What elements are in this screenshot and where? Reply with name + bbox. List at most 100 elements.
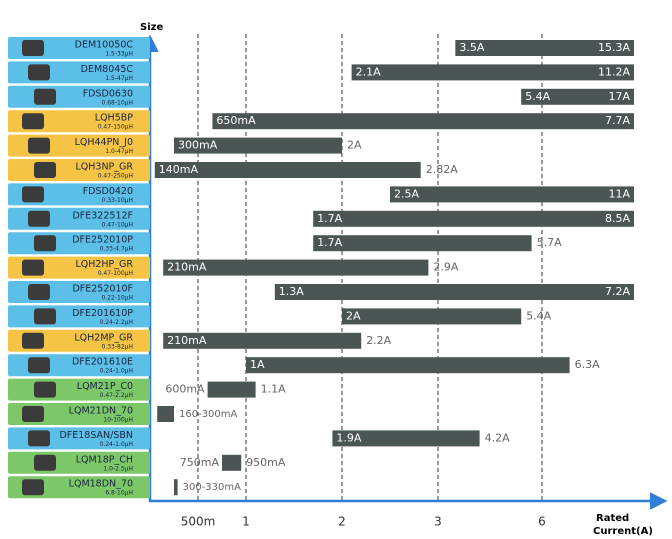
range-bar <box>212 113 634 130</box>
product-name: LQM21P_C0 <box>77 381 133 392</box>
value-label: 2A <box>347 139 362 152</box>
inductance: 0.33-10µH <box>102 197 134 204</box>
product-name: DFE252010P <box>72 235 133 246</box>
range-bar <box>246 357 570 374</box>
value-label: 4.2A <box>485 431 510 444</box>
product-name: LQH2HP_GR <box>75 259 133 270</box>
value-label: 2.82A <box>426 163 458 176</box>
inductance: 6.8-10µH <box>105 490 133 497</box>
range-bar <box>163 259 429 276</box>
product-name: LQH5BP <box>95 113 133 124</box>
value-label: 1.7A <box>317 212 342 225</box>
value-label: 600mA <box>165 383 205 396</box>
value-label: 750mA <box>180 456 220 469</box>
product-icon <box>28 64 50 81</box>
value-label: 2.2A <box>366 334 391 347</box>
inductance: 0.47-2.2µH <box>100 392 133 399</box>
inductance: 1.0-2.5µH <box>103 465 133 472</box>
inductance: 10-100µH <box>103 417 133 424</box>
value-label: 210mA <box>167 334 207 347</box>
product-icon <box>22 332 44 349</box>
value-label: 6.3A <box>575 358 600 371</box>
product-name: DFE252010F <box>72 284 133 295</box>
product-name: DFE201610P <box>72 308 133 319</box>
product-name: LQH2MP_GR <box>74 332 133 343</box>
product-icon <box>28 357 50 374</box>
inductance: 1.5-47µH <box>105 75 133 82</box>
y-axis-label: Size <box>140 22 163 33</box>
value-label: 8.5A <box>605 212 630 225</box>
value-label: 950mA <box>246 456 286 469</box>
range-bar <box>154 162 421 178</box>
inductance: 1.5-33µH <box>105 51 133 58</box>
product-name: DFE18SAN/SBN <box>59 430 133 441</box>
value-label: 7.2A <box>605 285 630 298</box>
range-label: 160-300mA <box>179 409 238 420</box>
range-bar <box>455 40 634 56</box>
inductance: 0.24-1.0µH <box>100 441 133 448</box>
product-icon <box>22 186 44 203</box>
inductance: 1.0-47µH <box>105 148 133 155</box>
product-icon <box>34 162 56 178</box>
range-bar <box>174 479 178 496</box>
product-name: LQH44PN_J0 <box>75 137 133 148</box>
product-icon <box>22 113 44 130</box>
product-name: DFE322512F <box>72 210 133 221</box>
product-icon <box>34 381 56 398</box>
range-bar <box>521 88 634 105</box>
value-label: 2.9A <box>433 261 458 274</box>
value-label: 11.2A <box>598 65 630 78</box>
product-name: DFE201610E <box>72 357 133 368</box>
product-name: FDSD0420 <box>83 186 133 197</box>
range-bar <box>342 308 522 325</box>
value-label: 11A <box>608 187 630 200</box>
x-tick-label: 3 <box>434 515 442 529</box>
product-icon <box>22 406 44 422</box>
inductance: 0.68-10µH <box>102 99 134 106</box>
value-label: 1.1A <box>261 383 286 396</box>
range-bar <box>390 186 634 203</box>
x-axis-label: Rated Current(A) <box>593 513 653 537</box>
value-label: 140mA <box>159 163 199 176</box>
product-name: DEM10050C <box>75 40 134 51</box>
product-icon <box>34 308 56 325</box>
range-bar <box>174 137 342 154</box>
value-label: 15.3A <box>598 41 630 54</box>
inductance: 0.47-250µH <box>98 173 133 180</box>
inductance: 0.24-1.0µH <box>100 368 133 375</box>
range-bar <box>313 210 634 227</box>
x-tick-label: 6 <box>538 515 546 529</box>
range-bar <box>313 235 532 252</box>
value-label: 7.7A <box>605 114 630 127</box>
inductance: 0.33-4.7µH <box>100 246 133 253</box>
product-icon <box>28 430 50 447</box>
range-bar <box>274 284 634 300</box>
value-label: 1.7A <box>317 236 342 249</box>
range-bar <box>222 454 242 471</box>
product-name: LQM18DN_70 <box>69 479 133 490</box>
value-label: 5.4A <box>526 309 551 322</box>
x-tick-label: 1 <box>242 515 250 529</box>
product-name: LQM21DN_70 <box>69 406 133 417</box>
value-label: 2.5A <box>394 187 419 200</box>
product-icon <box>28 137 50 154</box>
product-name: DEM8045C <box>81 64 134 75</box>
value-label: 1.3A <box>279 285 304 298</box>
product-icon <box>34 235 56 252</box>
product-name: FDSD0630 <box>83 88 133 99</box>
product-icon <box>28 210 50 227</box>
value-label: 1A <box>250 358 265 371</box>
value-label: 2A <box>346 309 361 322</box>
product-icon <box>28 284 50 300</box>
product-icon <box>22 259 44 276</box>
value-label: 5.7A <box>537 236 562 249</box>
range-bar <box>351 64 634 81</box>
value-label: 17A <box>608 90 630 103</box>
product-icon <box>22 40 44 56</box>
inductance: 0.47-150µH <box>98 124 133 131</box>
range-label: 300-330mA <box>183 482 242 493</box>
inductance: 0.33-82µH <box>102 343 134 350</box>
product-icon <box>34 88 56 105</box>
